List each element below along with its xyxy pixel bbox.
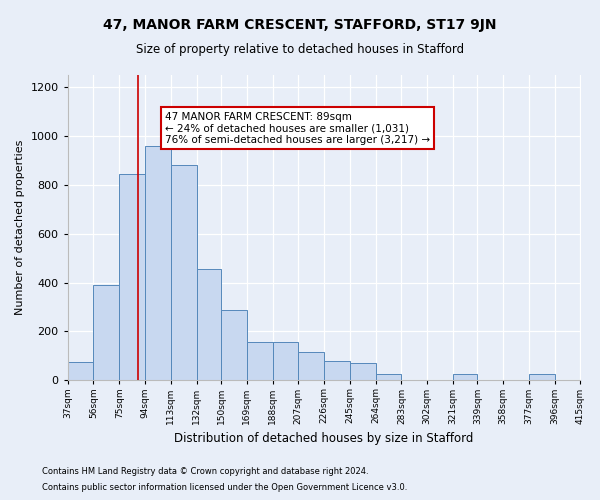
Text: 47 MANOR FARM CRESCENT: 89sqm
← 24% of detached houses are smaller (1,031)
76% o: 47 MANOR FARM CRESCENT: 89sqm ← 24% of d… — [165, 112, 430, 145]
Bar — [247, 342, 272, 380]
X-axis label: Distribution of detached houses by size in Stafford: Distribution of detached houses by size … — [175, 432, 474, 445]
Bar — [350, 363, 376, 380]
Text: Contains public sector information licensed under the Open Government Licence v3: Contains public sector information licen… — [42, 484, 407, 492]
Text: Size of property relative to detached houses in Stafford: Size of property relative to detached ho… — [136, 42, 464, 56]
Bar — [298, 352, 324, 380]
Bar — [376, 374, 401, 380]
Bar — [272, 342, 298, 380]
Y-axis label: Number of detached properties: Number of detached properties — [15, 140, 25, 316]
Bar — [119, 174, 145, 380]
Text: Contains HM Land Registry data © Crown copyright and database right 2024.: Contains HM Land Registry data © Crown c… — [42, 467, 368, 476]
Bar — [221, 310, 247, 380]
Text: 47, MANOR FARM CRESCENT, STAFFORD, ST17 9JN: 47, MANOR FARM CRESCENT, STAFFORD, ST17 … — [103, 18, 497, 32]
Bar — [94, 285, 119, 380]
Bar — [171, 166, 197, 380]
Bar — [145, 146, 171, 380]
Bar — [68, 362, 94, 380]
Bar — [529, 374, 555, 380]
Bar — [197, 269, 221, 380]
Bar — [324, 361, 350, 380]
Bar — [453, 374, 478, 380]
